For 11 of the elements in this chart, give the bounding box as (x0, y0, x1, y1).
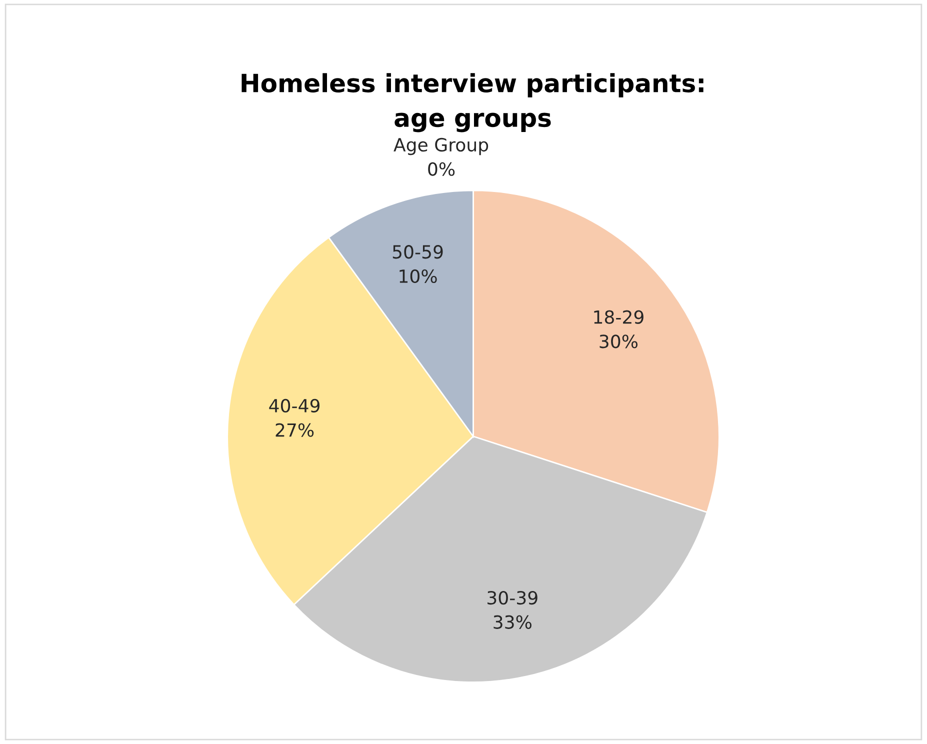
slice-label: 30-39 (488, 590, 538, 605)
data-label: 33% (494, 615, 532, 629)
data-label: 27% (276, 423, 314, 437)
slice-label: 50-59 (392, 245, 443, 259)
slice-label: 18-29 (594, 310, 644, 324)
slice-label: 40-49 (269, 398, 320, 413)
data-label: 10% (400, 269, 437, 284)
data-label: 30% (600, 334, 638, 348)
text: 0% (428, 162, 455, 176)
chart-title: Homeless interview participants: age groups (242, 73, 704, 132)
category-label: Age Group (394, 138, 488, 156)
